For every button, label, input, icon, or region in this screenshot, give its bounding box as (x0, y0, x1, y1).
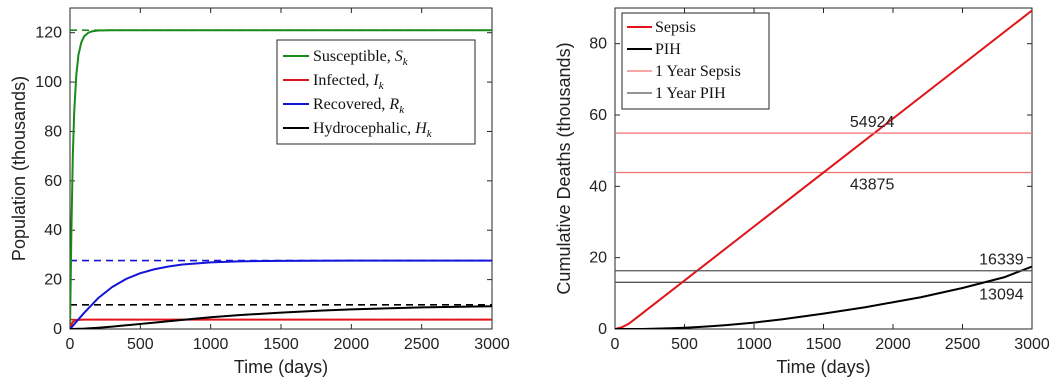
series-line-3 (70, 305, 492, 329)
legend-subscript: k (403, 56, 409, 68)
x-tick-label: 2000 (334, 336, 370, 353)
y-tick-label: 80 (589, 36, 607, 53)
value-annotation: 13094 (979, 286, 1024, 303)
y-axis-label: Population (thousands) (9, 76, 29, 261)
legend-label: 1 Year PIH (655, 85, 726, 102)
legend-variable: S (395, 48, 403, 65)
legend-entry: Recovered, Rk (313, 96, 405, 116)
y-tick-label: 60 (44, 173, 62, 190)
y-tick-label: 40 (44, 222, 62, 239)
legend: Sepsis PIH 1 Year Sepsis 1 Year PIH (621, 12, 770, 110)
x-tick-label: 2500 (404, 336, 440, 353)
legend-label: Infected, (313, 72, 373, 89)
y-tick-label: 120 (35, 25, 62, 42)
legend-subscript: k (427, 128, 433, 140)
series-group (615, 9, 1032, 329)
legend-entry: Infected, Ik (313, 72, 385, 92)
series-line-2 (70, 259, 492, 329)
y-tick-label: 100 (35, 74, 62, 91)
x-tick-label: 500 (671, 336, 698, 353)
legend-label: PIH (655, 41, 681, 58)
x-tick-label: 1000 (193, 336, 229, 353)
legend-label: Hydrocephalic, (313, 120, 415, 137)
value-annotation: 16339 (979, 252, 1024, 269)
x-tick-label: 0 (611, 336, 620, 353)
legend-box (276, 39, 476, 145)
legend-variable: I (372, 72, 379, 89)
value-annotation: 43875 (850, 177, 895, 194)
legend-variable: H (414, 120, 428, 137)
x-axis-label: Time (days) (234, 357, 328, 377)
y-axis-label: Cumulative Deaths (thousands) (554, 42, 574, 294)
y-tick-label: 40 (589, 178, 607, 195)
x-axis-label: Time (days) (776, 357, 870, 377)
x-tick-label: 1000 (736, 336, 772, 353)
y-tick-label: 60 (589, 107, 607, 124)
series-line-0 (615, 9, 1032, 329)
legend-label: Sepsis (655, 19, 696, 36)
x-tick-label: 3000 (474, 336, 510, 353)
series-line-0 (70, 29, 492, 329)
x-tick-label: 1500 (806, 336, 842, 353)
x-tick-label: 2500 (945, 336, 981, 353)
legend-label: 1 Year Sepsis (655, 63, 741, 80)
legend-subscript: k (379, 80, 385, 92)
y-tick-label: 0 (53, 321, 62, 338)
value-annotation: 54924 (850, 114, 895, 131)
y-tick-label: 20 (44, 272, 62, 289)
x-tick-label: 500 (127, 336, 154, 353)
x-tick-label: 2000 (875, 336, 911, 353)
x-tick-label: 1500 (263, 336, 299, 353)
legend-label: Susceptible, (313, 48, 395, 65)
x-tick-label: 0 (66, 336, 75, 353)
series-line-1 (615, 265, 1032, 329)
series-group (70, 29, 492, 329)
left-chart-population: 0 500 1000 1500 2000 2500 3000 0 20 40 60 80 100 120 T… (9, 7, 510, 377)
legend-variable: R (388, 96, 399, 113)
y-tick-label: 80 (44, 123, 62, 140)
legend-entry: Hydrocephalic, Hk (313, 120, 433, 140)
y-tick-label: 20 (589, 250, 607, 267)
legend-entry: Susceptible, Sk (313, 48, 409, 68)
legend-subscript: k (399, 104, 405, 116)
y-tick-label: 0 (598, 321, 607, 338)
legend-label: Recovered, (313, 96, 389, 113)
x-tick-label: 3000 (1014, 336, 1050, 353)
right-chart-cumulative-deaths: 0 500 1000 1500 2000 2500 3000 0 20 40 60 80 Time (d… (554, 7, 1050, 377)
